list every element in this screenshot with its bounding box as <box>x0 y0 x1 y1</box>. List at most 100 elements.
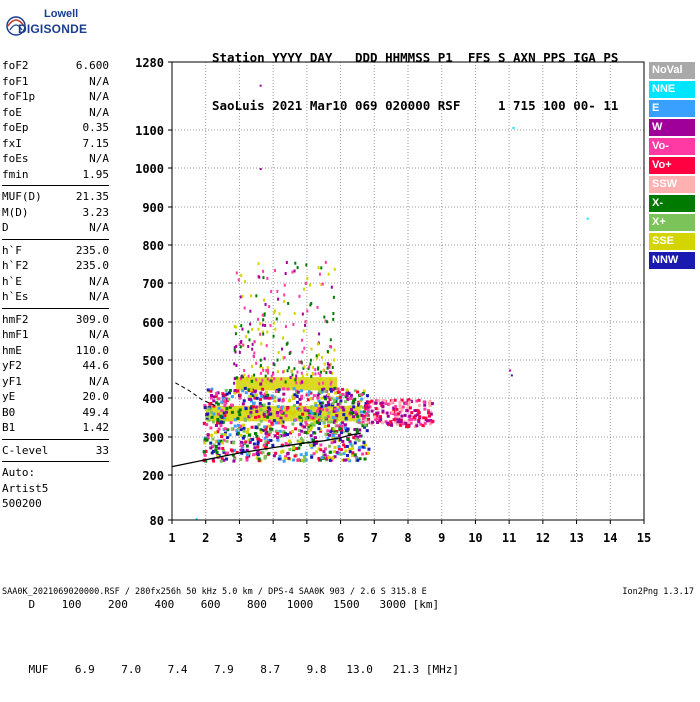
echo-point <box>353 453 357 457</box>
echo-point <box>431 419 435 423</box>
param-row-fmin: fmin 1.95 <box>2 167 109 183</box>
echo-point <box>259 408 263 412</box>
echo-point <box>328 397 332 401</box>
echo-point <box>348 396 352 400</box>
echo-point <box>247 374 250 378</box>
echo-point <box>210 415 214 419</box>
muf-distance-table: D 100 200 400 600 800 1000 1500 3000 [km… <box>2 559 459 702</box>
echo-point <box>381 405 385 409</box>
echo-point <box>368 400 372 404</box>
echo-point <box>376 420 380 424</box>
echo-point <box>309 415 313 419</box>
echo-point <box>274 421 278 425</box>
echo-point <box>293 367 296 371</box>
echo-point <box>205 438 209 442</box>
extrapolated-profile-curve <box>175 382 217 407</box>
echo-point <box>332 311 335 315</box>
echo-point <box>267 406 271 410</box>
echo-point <box>266 393 270 397</box>
echo-point <box>384 401 388 405</box>
echo-point <box>329 362 332 366</box>
echo-point <box>241 389 245 393</box>
echo-point <box>326 420 330 424</box>
param-row-b1: B1 1.42 <box>2 420 109 436</box>
echo-point <box>276 289 279 293</box>
echo-point <box>235 429 239 433</box>
echo-point <box>217 406 221 410</box>
echo-point <box>216 439 220 443</box>
echo-point <box>322 387 326 391</box>
echo-point <box>277 350 280 354</box>
echo-point <box>286 406 290 410</box>
echo-point <box>266 441 270 445</box>
echo-point <box>215 421 219 425</box>
echo-point <box>253 432 257 436</box>
echo-point <box>326 362 329 366</box>
echo-point <box>353 397 357 401</box>
echo-point <box>333 445 337 449</box>
echo-point <box>217 397 221 401</box>
echo-point <box>270 394 274 398</box>
x-axis-ticks: 1 2 3 4 5 6 7 8 9 10 11 12 13 14 15 <box>168 520 651 545</box>
echo-point <box>279 421 283 425</box>
echo-point <box>295 381 298 385</box>
echo-point <box>243 418 247 422</box>
param-name: hmF2 <box>2 312 29 326</box>
echo-point <box>234 350 237 354</box>
echo-point <box>225 451 229 455</box>
echo-point <box>351 401 355 405</box>
echo-point <box>356 435 360 439</box>
echo-point <box>326 320 329 324</box>
echo-point <box>277 457 281 461</box>
echo-point <box>364 418 368 422</box>
echo-point <box>313 412 317 416</box>
echo-point <box>272 454 276 458</box>
echo-point <box>362 405 366 409</box>
parameter-group-critical-frequencies: foF2 6.600 foF1 N/A foF1p N/A foE N/A foEp 0.35 fx… <box>2 58 109 182</box>
echo-point <box>375 412 379 416</box>
x-tick-label: 1 <box>168 531 175 545</box>
header-line-labels: Station YYYY DAY DDD HHMMSS P1 FFS S AXN… <box>212 50 619 65</box>
echo-point <box>301 374 304 378</box>
echo-point <box>280 450 284 454</box>
echo-point <box>258 401 262 405</box>
echo-point <box>267 402 271 406</box>
echo-point <box>276 414 280 418</box>
echo-point <box>281 406 285 410</box>
echo-point <box>248 338 251 342</box>
chart-echo-points <box>195 84 589 521</box>
echo-point <box>328 363 331 367</box>
echo-point <box>333 455 337 459</box>
echo-point <box>417 403 421 407</box>
echo-point <box>338 425 342 429</box>
echo-point <box>332 450 336 454</box>
echo-point <box>335 397 339 401</box>
echo-point <box>261 313 264 317</box>
echo-point <box>221 441 225 445</box>
echo-point <box>365 429 369 433</box>
x-tick-label: 5 <box>303 531 310 545</box>
echo-point <box>247 438 251 442</box>
echo-point <box>235 450 239 454</box>
echo-point <box>284 380 287 384</box>
param-value: 235.0 <box>75 259 109 272</box>
echo-point <box>379 401 383 405</box>
echo-point <box>222 399 226 403</box>
echo-point <box>233 418 237 422</box>
echo-point <box>239 345 242 349</box>
echo-point <box>279 434 283 438</box>
echo-point <box>317 404 321 408</box>
echo-point <box>269 412 273 416</box>
echo-point <box>249 410 253 414</box>
echo-point <box>341 392 345 396</box>
echo-point <box>394 411 398 415</box>
echo-point <box>303 406 307 410</box>
echo-point <box>342 413 346 417</box>
echo-point <box>325 389 329 393</box>
echo-point <box>334 432 338 436</box>
echo-point <box>298 440 302 444</box>
echo-point <box>409 421 413 425</box>
echo-point <box>228 391 232 395</box>
echo-point <box>264 440 268 444</box>
echo-point <box>370 399 374 403</box>
